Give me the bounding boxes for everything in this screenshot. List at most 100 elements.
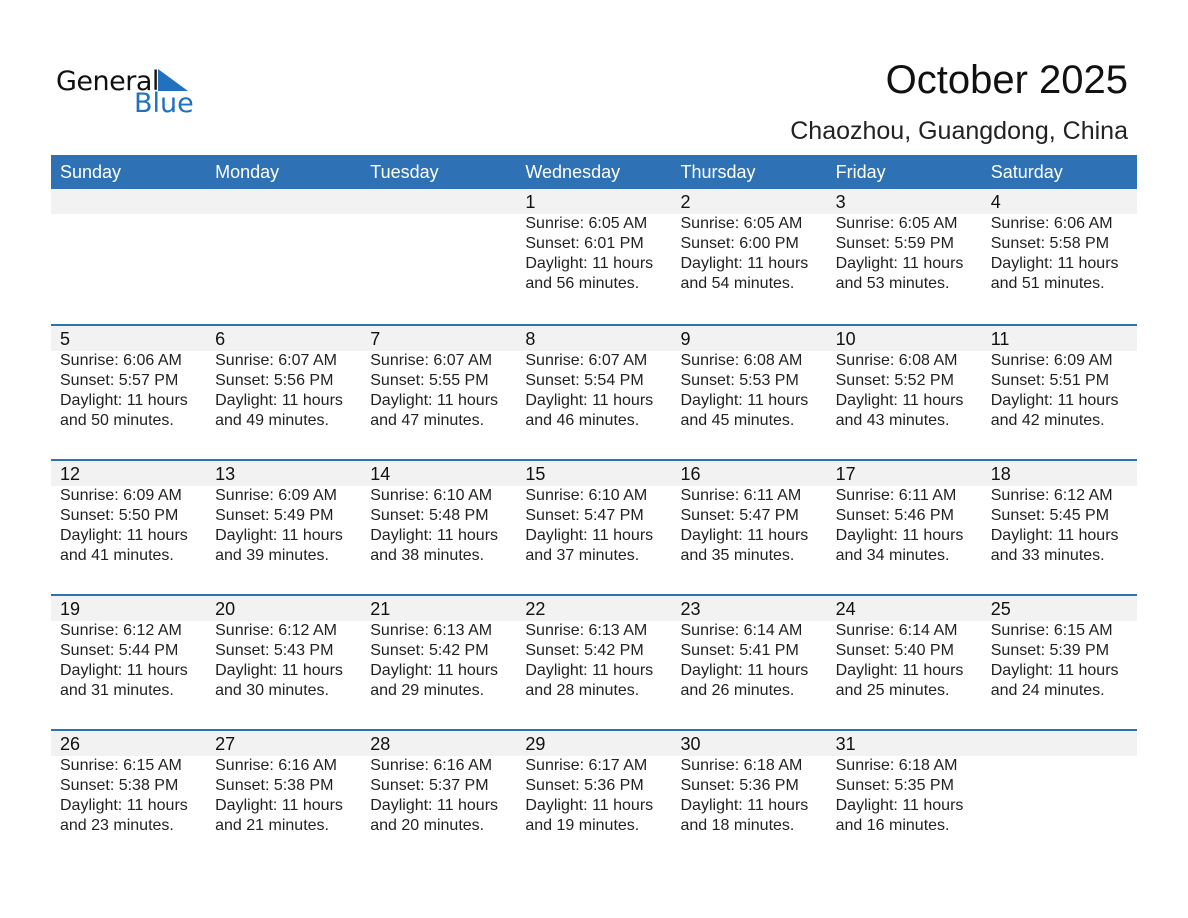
sunset-text: Sunset: 5:53 PM	[680, 372, 799, 389]
daylight-text: Daylight: 11 hours	[680, 392, 809, 409]
day-number: 1	[525, 192, 536, 212]
day-cell: 3 Sunrise: 6:05 AM Sunset: 5:59 PM Daylight…	[827, 189, 982, 294]
day-number: 11	[990, 329, 1010, 349]
day-number: 22	[525, 599, 546, 619]
day-cell: 1 Sunrise: 6:05 AM Sunset: 6:01 PM Daylight…	[516, 189, 671, 294]
day-cell: 13 Sunrise: 6:09 AM Sunset: 5:49 PM Dayligh…	[206, 461, 361, 566]
day-number: 4	[990, 192, 1001, 212]
sunrise-text: Sunrise: 6:05 AM	[525, 215, 648, 232]
day-cell: 17 Sunrise: 6:11 AM Sunset: 5:46 PM Dayligh…	[827, 461, 982, 566]
daylight-minutes-text: and 46 minutes.	[525, 412, 640, 429]
date-band	[51, 596, 1137, 621]
day-number: 26	[60, 734, 81, 754]
sunrise-text: Sunrise: 6:11 AM	[680, 487, 802, 504]
sunset-text: Sunset: 5:36 PM	[525, 777, 644, 794]
date-band	[51, 189, 1137, 214]
day-cell: 31 Sunrise: 6:18 AM Sunset: 5:35 PM Dayligh…	[827, 731, 982, 836]
daylight-text: Daylight: 11 hours	[680, 527, 809, 544]
sunrise-text: Sunrise: 6:06 AM	[60, 352, 182, 369]
day-number: 13	[215, 464, 236, 484]
day-cell: 4 Sunrise: 6:06 AM Sunset: 5:58 PM Daylight…	[982, 189, 1137, 294]
sunset-text: Sunset: 5:45 PM	[990, 507, 1110, 524]
day-number: 8	[525, 329, 536, 349]
date-band	[51, 461, 1137, 486]
day-number: 12	[60, 464, 81, 484]
sunrise-text: Sunrise: 6:09 AM	[990, 352, 1113, 369]
day-number: 30	[680, 734, 701, 754]
sunrise-text: Sunrise: 6:09 AM	[215, 487, 337, 504]
week-row: 26 Sunrise: 6:15 AM Sunset: 5:38 PM Dayligh…	[51, 729, 1137, 864]
day-number: 20	[215, 599, 236, 619]
day-number: 24	[835, 599, 856, 619]
logo-triangle-icon	[158, 69, 188, 91]
sunrise-text: Sunrise: 6:12 AM	[215, 622, 337, 639]
daylight-text: Daylight: 11 hours	[835, 255, 964, 272]
daylight-minutes-text: and 38 minutes.	[370, 547, 485, 564]
sunrise-text: Sunrise: 6:09 AM	[60, 487, 182, 504]
weekday-sunday: Sunday	[60, 162, 122, 182]
day-cell: 22 Sunrise: 6:13 AM Sunset: 5:42 PM Dayligh…	[516, 596, 671, 701]
day-number: 19	[60, 599, 81, 619]
empty-cell	[982, 731, 1137, 836]
sunset-text: Sunset: 5:59 PM	[835, 235, 954, 252]
daylight-minutes-text: and 31 minutes.	[60, 682, 174, 699]
day-number: 10	[835, 329, 856, 349]
sunset-text: Sunset: 5:55 PM	[370, 372, 489, 389]
daylight-minutes-text: and 28 minutes.	[525, 682, 640, 699]
sunset-text: Sunset: 5:48 PM	[370, 507, 489, 524]
day-cell: 8 Sunrise: 6:07 AM Sunset: 5:54 PM Daylight…	[516, 326, 671, 431]
daylight-text: Daylight: 11 hours	[215, 797, 343, 814]
daylight-text: Daylight: 11 hours	[990, 662, 1119, 679]
day-cell: 5 Sunrise: 6:06 AM Sunset: 5:57 PM Daylight…	[51, 326, 206, 431]
week-row: 5 Sunrise: 6:06 AM Sunset: 5:57 PM Daylight…	[51, 324, 1137, 459]
daylight-minutes-text: and 25 minutes.	[835, 682, 950, 699]
sunset-text: Sunset: 5:58 PM	[990, 235, 1110, 252]
sunrise-text: Sunrise: 6:08 AM	[835, 352, 958, 369]
day-number: 23	[680, 599, 701, 619]
weekday-saturday: Saturday	[990, 162, 1063, 182]
sunrise-text: Sunrise: 6:07 AM	[525, 352, 648, 369]
day-number: 3	[835, 192, 846, 212]
day-cell: 7 Sunrise: 6:07 AM Sunset: 5:55 PM Daylight…	[361, 326, 516, 431]
sunset-text: Sunset: 5:47 PM	[680, 507, 799, 524]
daylight-minutes-text: and 43 minutes.	[835, 412, 950, 429]
daylight-minutes-text: and 19 minutes.	[525, 817, 640, 834]
daylight-minutes-text: and 49 minutes.	[215, 412, 329, 429]
day-number: 15	[525, 464, 546, 484]
empty-cell	[206, 189, 361, 294]
weekday-monday: Monday	[215, 162, 280, 182]
day-number: 5	[60, 329, 71, 349]
daylight-minutes-text: and 18 minutes.	[680, 817, 795, 834]
sunrise-text: Sunrise: 6:15 AM	[60, 757, 182, 774]
sunrise-text: Sunrise: 6:10 AM	[370, 487, 493, 504]
date-band	[51, 731, 1137, 756]
daylight-text: Daylight: 11 hours	[680, 797, 809, 814]
day-number: 28	[370, 734, 391, 754]
day-number: 6	[215, 329, 226, 349]
sunset-text: Sunset: 5:44 PM	[60, 642, 179, 659]
daylight-text: Daylight: 11 hours	[835, 527, 964, 544]
sunrise-text: Sunrise: 6:16 AM	[370, 757, 493, 774]
week-row: 19 Sunrise: 6:12 AM Sunset: 5:44 PM Dayligh…	[51, 594, 1137, 729]
sunset-text: Sunset: 5:52 PM	[835, 372, 954, 389]
daylight-text: Daylight: 11 hours	[525, 797, 654, 814]
weekday-thursday: Thursday	[680, 162, 756, 182]
sunset-text: Sunset: 5:54 PM	[525, 372, 644, 389]
day-number: 27	[215, 734, 236, 754]
daylight-text: Daylight: 11 hours	[835, 662, 964, 679]
day-cell: 2 Sunrise: 6:05 AM Sunset: 6:00 PM Daylight…	[672, 189, 827, 294]
daylight-minutes-text: and 53 minutes.	[835, 275, 950, 292]
sunrise-text: Sunrise: 6:06 AM	[990, 215, 1113, 232]
daylight-text: Daylight: 11 hours	[60, 662, 188, 679]
page-title: October 2025	[885, 58, 1128, 102]
day-number: 7	[370, 329, 381, 349]
empty-cell	[361, 189, 516, 294]
daylight-minutes-text: and 30 minutes.	[215, 682, 329, 699]
day-number: 16	[680, 464, 701, 484]
sunset-text: Sunset: 5:47 PM	[525, 507, 644, 524]
sunrise-text: Sunrise: 6:17 AM	[525, 757, 648, 774]
daylight-minutes-text: and 54 minutes.	[680, 275, 795, 292]
day-cell: 20 Sunrise: 6:12 AM Sunset: 5:43 PM Dayligh…	[206, 596, 361, 701]
daylight-text: Daylight: 11 hours	[835, 797, 964, 814]
day-cell: 28 Sunrise: 6:16 AM Sunset: 5:37 PM Dayligh…	[361, 731, 516, 836]
